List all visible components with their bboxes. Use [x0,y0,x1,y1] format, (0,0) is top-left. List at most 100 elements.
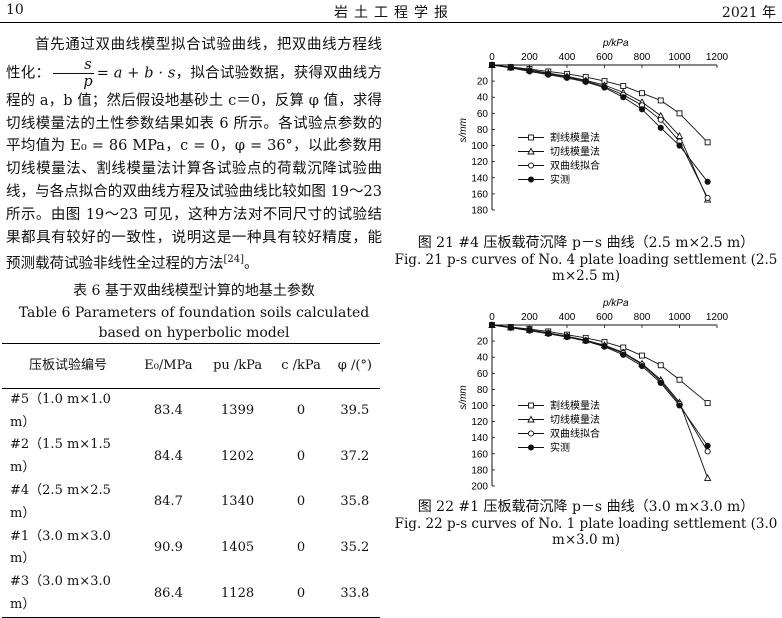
table-cell: 1340 [221,494,255,510]
data-point [507,64,514,71]
table-cell: 37.2 [340,448,370,464]
y-tick-label: 160 [471,189,488,200]
body-end: 。 [244,256,259,273]
series-triangle [488,61,712,203]
data-point [657,124,664,131]
table-row: #1（3.0 m×3.0 m） 90.9 1405 0 35.2 [2,526,380,572]
data-point [488,321,496,329]
data-point [638,106,646,113]
equation-rhs: = a + b · s [96,65,176,82]
table-cell: 0 [296,494,306,510]
legend-marker [527,162,535,169]
y-tick-label: 100 [471,401,488,412]
series-circle-filled [488,321,711,449]
table-cell: 1399 [221,403,255,419]
body-paragraph: 首先通过双曲线模型拟合试验曲线，把双曲线方程线性化： s p = a + b · s，… [6,34,382,276]
journal-title: 岩土工程学报 [334,5,454,21]
series-square [489,322,711,407]
table-header-cell: φ /(°) [337,358,372,374]
table-cell: 84.7 [153,494,183,510]
x-tick-label: 1200 [706,52,729,63]
data-point [620,82,627,89]
table-cell: #2（1.5 m×1.5 m） [10,437,111,476]
data-point [545,330,552,337]
legend-marker [527,444,535,451]
table-cell: 86.4 [153,585,183,601]
x-tick-label: 1200 [706,312,729,323]
legend-marker [527,176,535,183]
table-cell: 90.9 [153,539,183,555]
axes: 0 200 400 600 800 1000 1200 20 40 60 80 100 120 140 16… [458,298,729,493]
legend-label: 割线模量法 [550,399,600,412]
data-point [563,74,571,81]
data-point [704,400,711,407]
x-tick-label: 0 [489,52,495,63]
data-point [601,84,608,91]
page-number: 10 [6,2,24,18]
table-cell: 33.8 [340,585,370,601]
data-point [639,90,645,97]
data-point [676,402,683,409]
y-tick-label: 60 [477,369,489,380]
series-line [491,64,709,200]
table-cell: 1202 [221,448,255,464]
figure-22: 0 200 400 600 800 1000 1200 20 40 60 80 100 120 140 16… [390,288,782,548]
table-header-cell: pu /kPa [213,358,263,374]
series-line [491,324,708,447]
fraction-numerator: s [53,57,94,74]
y-tick-label: 80 [477,125,489,136]
legend-label: 实测 [550,441,570,454]
data-point [676,110,683,117]
legend-marker [528,402,534,409]
data-point [675,131,684,139]
legend-marker [527,430,535,437]
series-circle-filled [488,61,711,185]
legend-label: 双曲线拟合 [550,159,600,172]
x-tick-label: 800 [634,312,651,323]
data-point [704,178,711,185]
x-tick-label: 600 [596,312,613,323]
x-tick-label: 800 [634,52,651,63]
table-cell: 0 [296,403,306,419]
data-point [488,61,496,69]
y-tick-label: 20 [477,337,489,348]
legend-marker [527,415,535,423]
series-line [491,64,708,143]
table-cell: #3（3.0 m×3.0 m） [10,574,111,612]
data-point [582,338,589,345]
table-cell: #5（1.0 m×1.0 m） [10,391,111,430]
table-row: #2（1.5 m×1.5 m） 84.4 1202 0 37.2 [2,434,380,480]
data-point [704,448,711,455]
table-caption-en: Table 6 Parameters of foundation soils c… [18,304,370,341]
data-point [704,194,711,201]
table-header-row: 压板试验编号 E₀/MPa pu /kPa c /kPa φ /(°) [2,343,380,389]
x-tick-label: 1000 [668,52,691,63]
series-line [491,324,709,452]
left-column: 首先通过双曲线模型拟合试验曲线，把双曲线方程线性化： s p = a + b · s，… [2,34,382,618]
data-point [582,78,589,85]
x-tick-label: 600 [596,52,613,63]
data-point [639,352,645,359]
y-tick-label: 160 [471,449,488,460]
table-cell: 84.4 [153,448,183,464]
data-point [676,376,683,383]
legend-marker [527,147,535,155]
table-cell: 35.8 [340,494,370,510]
axes: 0 200 400 600 800 1000 1200 20 40 60 80 100 120 140 16… [458,38,729,217]
data-point [526,68,533,75]
figure-21: 0 200 400 600 800 1000 1200 20 40 60 80 100 120 140 16… [390,28,782,284]
figure-caption-en: Fig. 21 p-s curves of No. 4 plate loadin… [394,252,778,284]
x-axis-label: p/kPa [602,38,629,49]
legend-marker [528,134,534,141]
x-tick-label: 200 [521,52,538,63]
y-tick-label: 100 [471,141,488,152]
journal-year: 2021 年 [721,5,776,21]
table-row: #4（2.5 m×2.5 m） 84.7 1340 0 35.8 [2,480,380,526]
table-cell: 1128 [221,585,255,601]
y-tick-label: 20 [477,77,489,88]
data-point [704,442,711,449]
table-cell: 1405 [221,539,255,555]
table-header-cell: 压板试验编号 [28,358,107,374]
series-line [491,324,708,404]
